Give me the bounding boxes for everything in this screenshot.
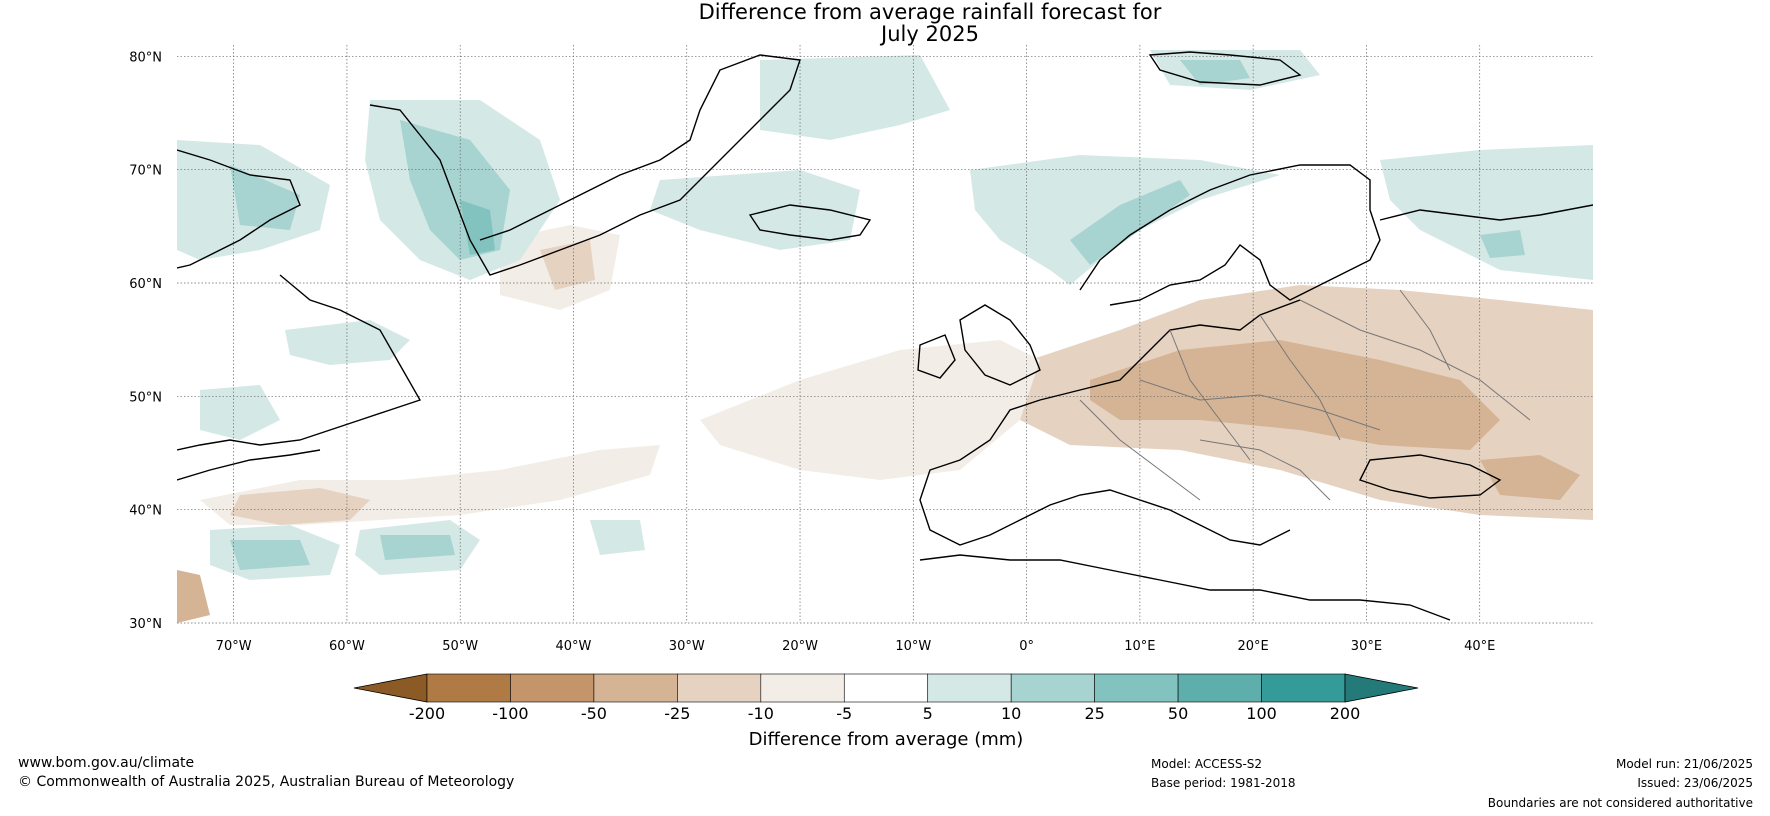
- colorbar-tick-label: -50: [581, 704, 607, 723]
- colorbar-extend-high: [1344, 673, 1419, 703]
- colorbar-tick-label: -25: [664, 704, 690, 723]
- colorbar-segment: [760, 673, 845, 703]
- coast-greenland: [369, 54, 801, 276]
- colorbar-tick-label: -100: [492, 704, 528, 723]
- footer-base-period: Base period: 1981-2018: [1151, 776, 1296, 790]
- dry-region-spot: [177, 570, 210, 623]
- coastlines: [177, 51, 1593, 621]
- lon-label: 10°E: [1124, 639, 1155, 654]
- colorbar-segment: [426, 673, 511, 703]
- wet-region-north-atlantic: [760, 55, 950, 140]
- lon-label: 0°: [1019, 639, 1034, 654]
- coast-black-sea: [1359, 454, 1502, 499]
- footer-issued: Issued: 23/06/2025: [1637, 776, 1753, 790]
- colorbar-segment: [1177, 673, 1262, 703]
- coast-europe-west: [919, 399, 1291, 546]
- lat-label: 40°N: [129, 504, 162, 519]
- longitude-labels: 70°W 60°W 50°W 40°W 30°W 20°W 10°W 0° 10°E 20°E 30…: [216, 639, 1496, 654]
- colorbar-tick-label: -5: [836, 704, 852, 723]
- coast-north-america: [177, 449, 321, 481]
- colorbar-segment: [1094, 673, 1179, 703]
- colorbar-extend-low: [353, 673, 428, 703]
- country-borders: [1079, 289, 1531, 501]
- lon-label: 30°E: [1351, 639, 1382, 654]
- lon-label: 50°W: [442, 639, 478, 654]
- dry-region-atlantic: [700, 340, 1040, 480]
- footer-copyright: © Commonwealth of Australia 2025, Austra…: [18, 774, 515, 790]
- footer-model-run: Model run: 21/06/2025: [1615, 757, 1753, 771]
- colorbar-segment: [510, 673, 595, 703]
- coast-russia-north: [1379, 204, 1593, 221]
- wet-region-iceland: [650, 170, 860, 250]
- lat-label: 60°N: [129, 277, 162, 292]
- coast-british-isles: [959, 304, 1041, 386]
- map-title-line2: July 2025: [881, 22, 979, 46]
- lat-label: 30°N: [129, 617, 162, 632]
- dry-region-black-sea: [1480, 455, 1580, 500]
- lat-label: 80°N: [129, 50, 162, 65]
- colorbar: -200 -100 -50 -25 -10 -5 5 10 25 50 100 200: [353, 673, 1419, 723]
- footer-disclaimer: Boundaries are not considered authoritat…: [1487, 796, 1753, 810]
- coast-scandinavia: [1079, 164, 1381, 306]
- lon-label: 30°W: [669, 639, 705, 654]
- lat-label: 50°N: [129, 390, 162, 405]
- colorbar-tick-label: -200: [409, 704, 445, 723]
- colorbar-tick-label: 50: [1168, 704, 1188, 723]
- coast-labrador: [177, 274, 422, 451]
- colorbar-segment: [677, 673, 762, 703]
- anomaly-shading: [177, 50, 1593, 623]
- lon-label: 40°W: [556, 639, 592, 654]
- colorbar-tick-label: 25: [1084, 704, 1104, 723]
- dry-region-europe-core: [1090, 340, 1500, 450]
- latitude-labels: 80°N 70°N 60°N 50°N 40°N 30°N: [129, 50, 162, 632]
- colorbar-segment: [593, 673, 678, 703]
- colorbar-tick-label: -10: [748, 704, 774, 723]
- wet-region-barents: [1380, 145, 1593, 280]
- map-title-line1: Difference from average rainfall forecas…: [698, 0, 1162, 24]
- coast-svalbard: [1148, 51, 1302, 86]
- colorbar-segment: [1010, 673, 1095, 703]
- lon-label: 70°W: [216, 639, 252, 654]
- coast-iceland: [748, 204, 872, 241]
- footer-website: www.bom.gov.au/climate: [18, 755, 195, 771]
- colorbar-segment: [1261, 673, 1346, 703]
- footer-model: Model: ACCESS-S2: [1151, 757, 1263, 771]
- lon-label: 20°W: [782, 639, 818, 654]
- coast-baffin: [177, 149, 301, 269]
- colorbar-segment: [843, 673, 929, 703]
- colorbar-tick-label: 5: [923, 704, 933, 723]
- lon-label: 10°W: [895, 639, 931, 654]
- lon-label: 60°W: [329, 639, 365, 654]
- colorbar-tick-label: 200: [1330, 704, 1361, 723]
- coast-africa-north: [919, 554, 1451, 621]
- lon-label: 20°E: [1238, 639, 1269, 654]
- colorbar-segment: [927, 673, 1012, 703]
- colorbar-tick-label: 100: [1246, 704, 1277, 723]
- coast-ireland: [917, 334, 956, 379]
- colorbar-tick-label: 10: [1001, 704, 1021, 723]
- lat-label: 70°N: [129, 164, 162, 179]
- wet-region-newfoundland: [285, 320, 410, 365]
- lon-label: 40°E: [1464, 639, 1495, 654]
- colorbar-label: Difference from average (mm): [749, 729, 1024, 750]
